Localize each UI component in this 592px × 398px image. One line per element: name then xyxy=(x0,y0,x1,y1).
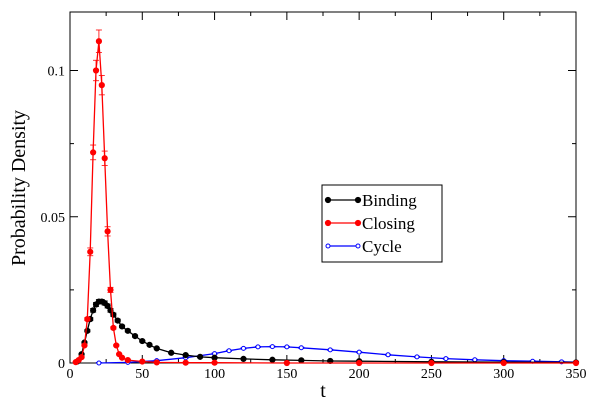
closing-point xyxy=(81,342,88,349)
x-tick-label: 50 xyxy=(135,367,149,382)
closing-point xyxy=(356,359,363,367)
binding-point xyxy=(110,311,117,318)
x-tick-label: 200 xyxy=(349,367,370,382)
cycle-point xyxy=(269,344,275,350)
closing-point xyxy=(113,342,120,349)
cycle-point xyxy=(327,347,333,353)
closing-point xyxy=(110,324,117,331)
closing-point xyxy=(95,38,103,45)
cycle-point xyxy=(385,352,391,358)
closing-point xyxy=(428,359,435,367)
closing-point xyxy=(98,82,105,89)
legend-label: Binding xyxy=(362,191,417,210)
binding-point xyxy=(90,307,97,314)
binding-point xyxy=(298,357,305,364)
binding-point xyxy=(118,323,126,330)
series-layer xyxy=(72,29,580,367)
x-tick-label: 150 xyxy=(276,367,297,382)
y-axis-title: Probability Density xyxy=(8,110,30,266)
binding-point xyxy=(131,332,139,340)
legend-label: Cycle xyxy=(362,237,402,256)
closing-point xyxy=(211,359,218,366)
closing-point xyxy=(572,359,580,367)
closing-point xyxy=(500,359,507,367)
cycle-point xyxy=(472,357,478,363)
y-tick-label: 0 xyxy=(58,357,65,372)
x-axis-title: t xyxy=(320,380,326,398)
closing-point xyxy=(78,354,85,361)
binding-point xyxy=(139,337,146,345)
closing-point xyxy=(104,228,111,235)
closing-point xyxy=(101,155,108,162)
binding-point xyxy=(269,356,276,363)
x-tick-label: 250 xyxy=(421,367,442,382)
closing-point xyxy=(124,356,131,364)
legend-swatch-marker xyxy=(354,219,362,227)
legend-swatch-marker xyxy=(324,196,332,204)
closing-point xyxy=(90,149,97,156)
binding-point xyxy=(211,354,218,361)
cycle-point xyxy=(443,356,449,362)
closing-point xyxy=(107,286,114,293)
binding-point xyxy=(124,327,131,334)
cycle-point xyxy=(298,345,304,351)
binding-point xyxy=(197,353,204,360)
binding-point xyxy=(153,345,160,352)
cycle-point xyxy=(356,349,362,355)
closing-point xyxy=(182,359,189,366)
binding-line xyxy=(76,300,577,364)
binding-point xyxy=(240,355,247,363)
cycle-point xyxy=(240,345,246,351)
cycle-point xyxy=(96,360,102,366)
series-closing xyxy=(72,29,580,367)
legend: Binding Closing Cycle xyxy=(321,184,443,263)
legend-swatch-marker xyxy=(324,219,332,227)
closing-point xyxy=(84,316,91,323)
y-tick-label: 0.05 xyxy=(41,211,66,226)
x-tick-label: 350 xyxy=(566,367,587,382)
closing-point xyxy=(118,354,126,361)
y-tick-label: 0.1 xyxy=(48,65,66,80)
binding-point xyxy=(168,349,175,356)
legend-swatch-marker xyxy=(354,196,362,204)
x-tick-label: 0 xyxy=(67,367,74,382)
legend-swatch-marker xyxy=(355,243,361,249)
closing-point xyxy=(92,67,100,74)
legend-swatch-marker xyxy=(325,243,331,249)
binding-point xyxy=(114,317,121,324)
closing-point xyxy=(153,359,160,366)
binding-point xyxy=(146,341,153,348)
legend-label: Closing xyxy=(362,214,415,233)
cycle-point xyxy=(414,354,420,360)
x-tick-label: 300 xyxy=(493,367,514,382)
closing-point xyxy=(283,359,290,367)
closing-point xyxy=(87,248,94,255)
cycle-point xyxy=(284,344,290,350)
cycle-point xyxy=(226,348,232,354)
tick-labels: 0 50 100 150 200 250 300 350 0 0.05 0.1 xyxy=(41,65,587,383)
cycle-point xyxy=(255,344,261,350)
binding-point xyxy=(182,352,189,359)
x-tick-label: 100 xyxy=(204,367,225,382)
closing-point xyxy=(139,358,146,365)
